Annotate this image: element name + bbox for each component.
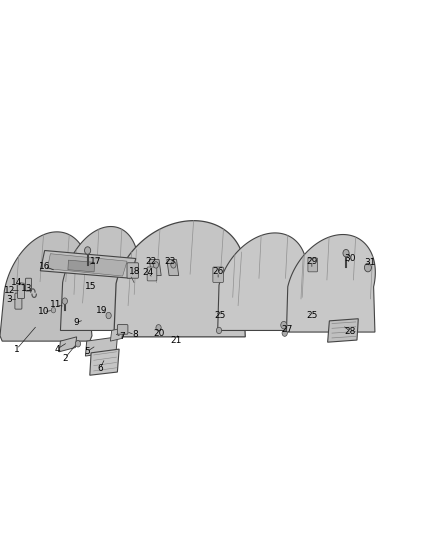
Text: 6: 6	[97, 365, 103, 373]
Circle shape	[85, 247, 91, 254]
Polygon shape	[114, 221, 245, 337]
Circle shape	[75, 341, 81, 347]
Text: 16: 16	[39, 262, 50, 271]
Circle shape	[62, 298, 67, 304]
Polygon shape	[60, 227, 139, 330]
Polygon shape	[59, 337, 77, 352]
Circle shape	[153, 262, 159, 268]
Polygon shape	[110, 328, 124, 341]
Text: 2: 2	[62, 354, 67, 362]
Text: 18: 18	[129, 268, 141, 276]
Text: 10: 10	[38, 308, 49, 316]
Polygon shape	[40, 251, 136, 278]
Text: 15: 15	[85, 282, 97, 291]
Text: 1: 1	[14, 345, 20, 353]
FancyBboxPatch shape	[117, 325, 128, 334]
Text: 25: 25	[214, 311, 226, 320]
Polygon shape	[218, 233, 307, 330]
Text: 19: 19	[96, 306, 107, 314]
Text: 5: 5	[84, 348, 90, 356]
Polygon shape	[286, 235, 375, 332]
Text: 21: 21	[170, 336, 182, 344]
Text: 22: 22	[145, 257, 157, 265]
Circle shape	[106, 312, 111, 319]
Text: 11: 11	[50, 301, 62, 309]
Text: 27: 27	[281, 325, 293, 334]
Polygon shape	[149, 260, 161, 276]
Circle shape	[281, 321, 287, 329]
FancyBboxPatch shape	[147, 267, 157, 281]
Circle shape	[364, 263, 371, 272]
Text: 28: 28	[345, 327, 356, 336]
Text: 4: 4	[54, 345, 60, 353]
Text: 31: 31	[364, 258, 376, 266]
FancyBboxPatch shape	[308, 258, 318, 272]
Polygon shape	[47, 254, 127, 276]
Text: 30: 30	[345, 254, 356, 263]
Circle shape	[51, 308, 56, 313]
FancyBboxPatch shape	[213, 267, 223, 282]
Polygon shape	[167, 260, 179, 276]
FancyBboxPatch shape	[18, 285, 25, 298]
Polygon shape	[328, 319, 358, 342]
Polygon shape	[90, 349, 119, 375]
Polygon shape	[85, 337, 117, 356]
Text: 13: 13	[21, 285, 33, 293]
Text: 29: 29	[306, 257, 318, 265]
Text: 14: 14	[11, 278, 22, 287]
Polygon shape	[0, 232, 92, 341]
Text: 25: 25	[306, 311, 318, 320]
Text: 23: 23	[164, 257, 176, 265]
Text: 20: 20	[153, 329, 164, 337]
Circle shape	[282, 330, 287, 336]
Circle shape	[343, 249, 349, 257]
FancyBboxPatch shape	[25, 278, 32, 291]
Text: 7: 7	[119, 333, 125, 341]
Text: 12: 12	[4, 286, 15, 295]
Text: 26: 26	[212, 268, 224, 276]
Circle shape	[171, 262, 176, 268]
FancyBboxPatch shape	[15, 293, 22, 309]
Text: 3: 3	[7, 295, 13, 304]
Circle shape	[216, 327, 222, 334]
Text: 8: 8	[132, 330, 138, 339]
Bar	[68, 260, 95, 272]
FancyBboxPatch shape	[127, 263, 138, 278]
Circle shape	[156, 325, 161, 331]
Text: 24: 24	[142, 269, 154, 277]
Text: 17: 17	[90, 257, 101, 265]
Text: 9: 9	[74, 318, 80, 327]
